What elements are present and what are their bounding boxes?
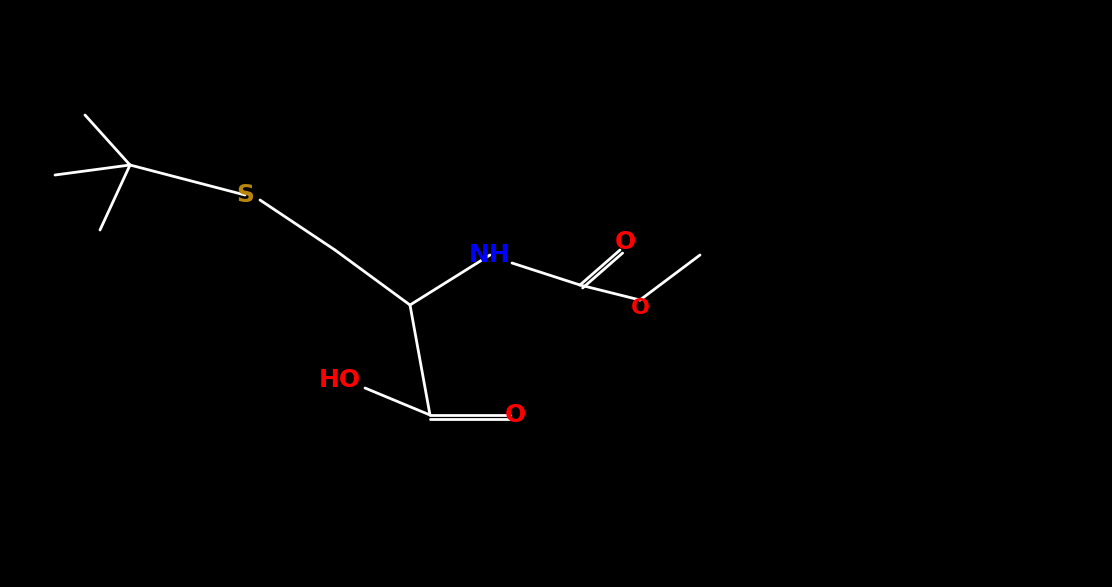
Text: NH: NH [469,243,510,267]
Text: O: O [614,230,636,254]
Text: HO: HO [319,368,361,392]
Text: S: S [236,183,254,207]
Text: O: O [631,298,649,318]
Text: O: O [505,403,526,427]
